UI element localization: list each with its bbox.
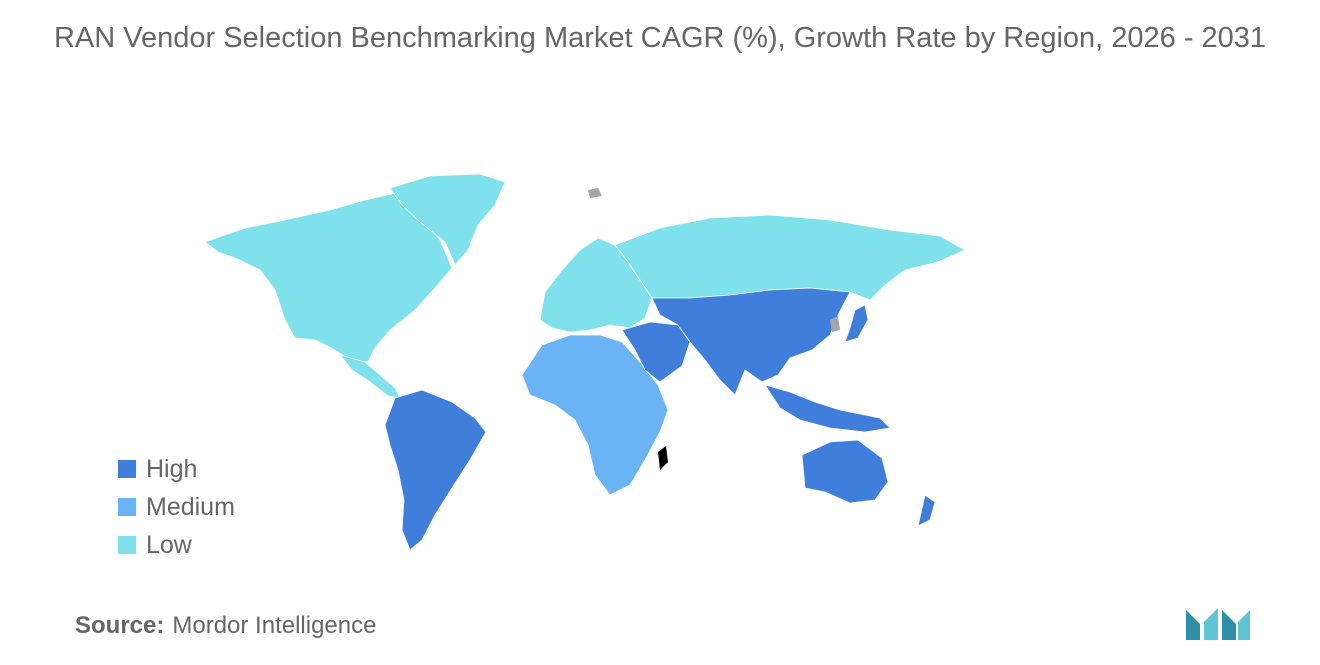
chart-title: RAN Vendor Selection Benchmarking Market… bbox=[53, 22, 1267, 54]
legend-item-high: High bbox=[118, 450, 235, 488]
region-no-data-korea bbox=[830, 316, 840, 332]
source-attribution: Source: Mordor Intelligence bbox=[75, 612, 376, 640]
legend-swatch-low bbox=[118, 536, 136, 554]
region-south-america bbox=[384, 389, 487, 551]
source-label: Source: bbox=[75, 612, 165, 639]
region-central-america bbox=[338, 354, 401, 399]
legend-label-high: High bbox=[146, 454, 198, 483]
legend-item-medium: Medium bbox=[118, 488, 235, 526]
legend-item-low: Low bbox=[118, 526, 235, 564]
legend-label-low: Low bbox=[146, 530, 192, 559]
source-value: Mordor Intelligence bbox=[172, 612, 377, 639]
region-asia bbox=[651, 287, 851, 396]
region-no-data-arctic bbox=[588, 188, 602, 198]
region-russia bbox=[614, 214, 966, 301]
region-africa bbox=[521, 334, 669, 496]
region-australia bbox=[801, 439, 889, 504]
region-new-zealand bbox=[917, 494, 936, 527]
legend-label-medium: Medium bbox=[146, 492, 235, 521]
region-southeast-asia bbox=[764, 384, 891, 433]
legend-swatch-medium bbox=[118, 498, 136, 516]
region-north-america bbox=[204, 191, 453, 363]
legend-swatch-high bbox=[118, 460, 136, 478]
region-madagascar bbox=[658, 446, 668, 470]
legend: High Medium Low bbox=[118, 450, 235, 564]
region-greenland bbox=[389, 173, 506, 266]
world-map bbox=[204, 173, 966, 551]
mordor-intelligence-logo-icon bbox=[1186, 608, 1250, 640]
region-japan bbox=[844, 304, 869, 343]
region-middle-east bbox=[621, 321, 691, 383]
